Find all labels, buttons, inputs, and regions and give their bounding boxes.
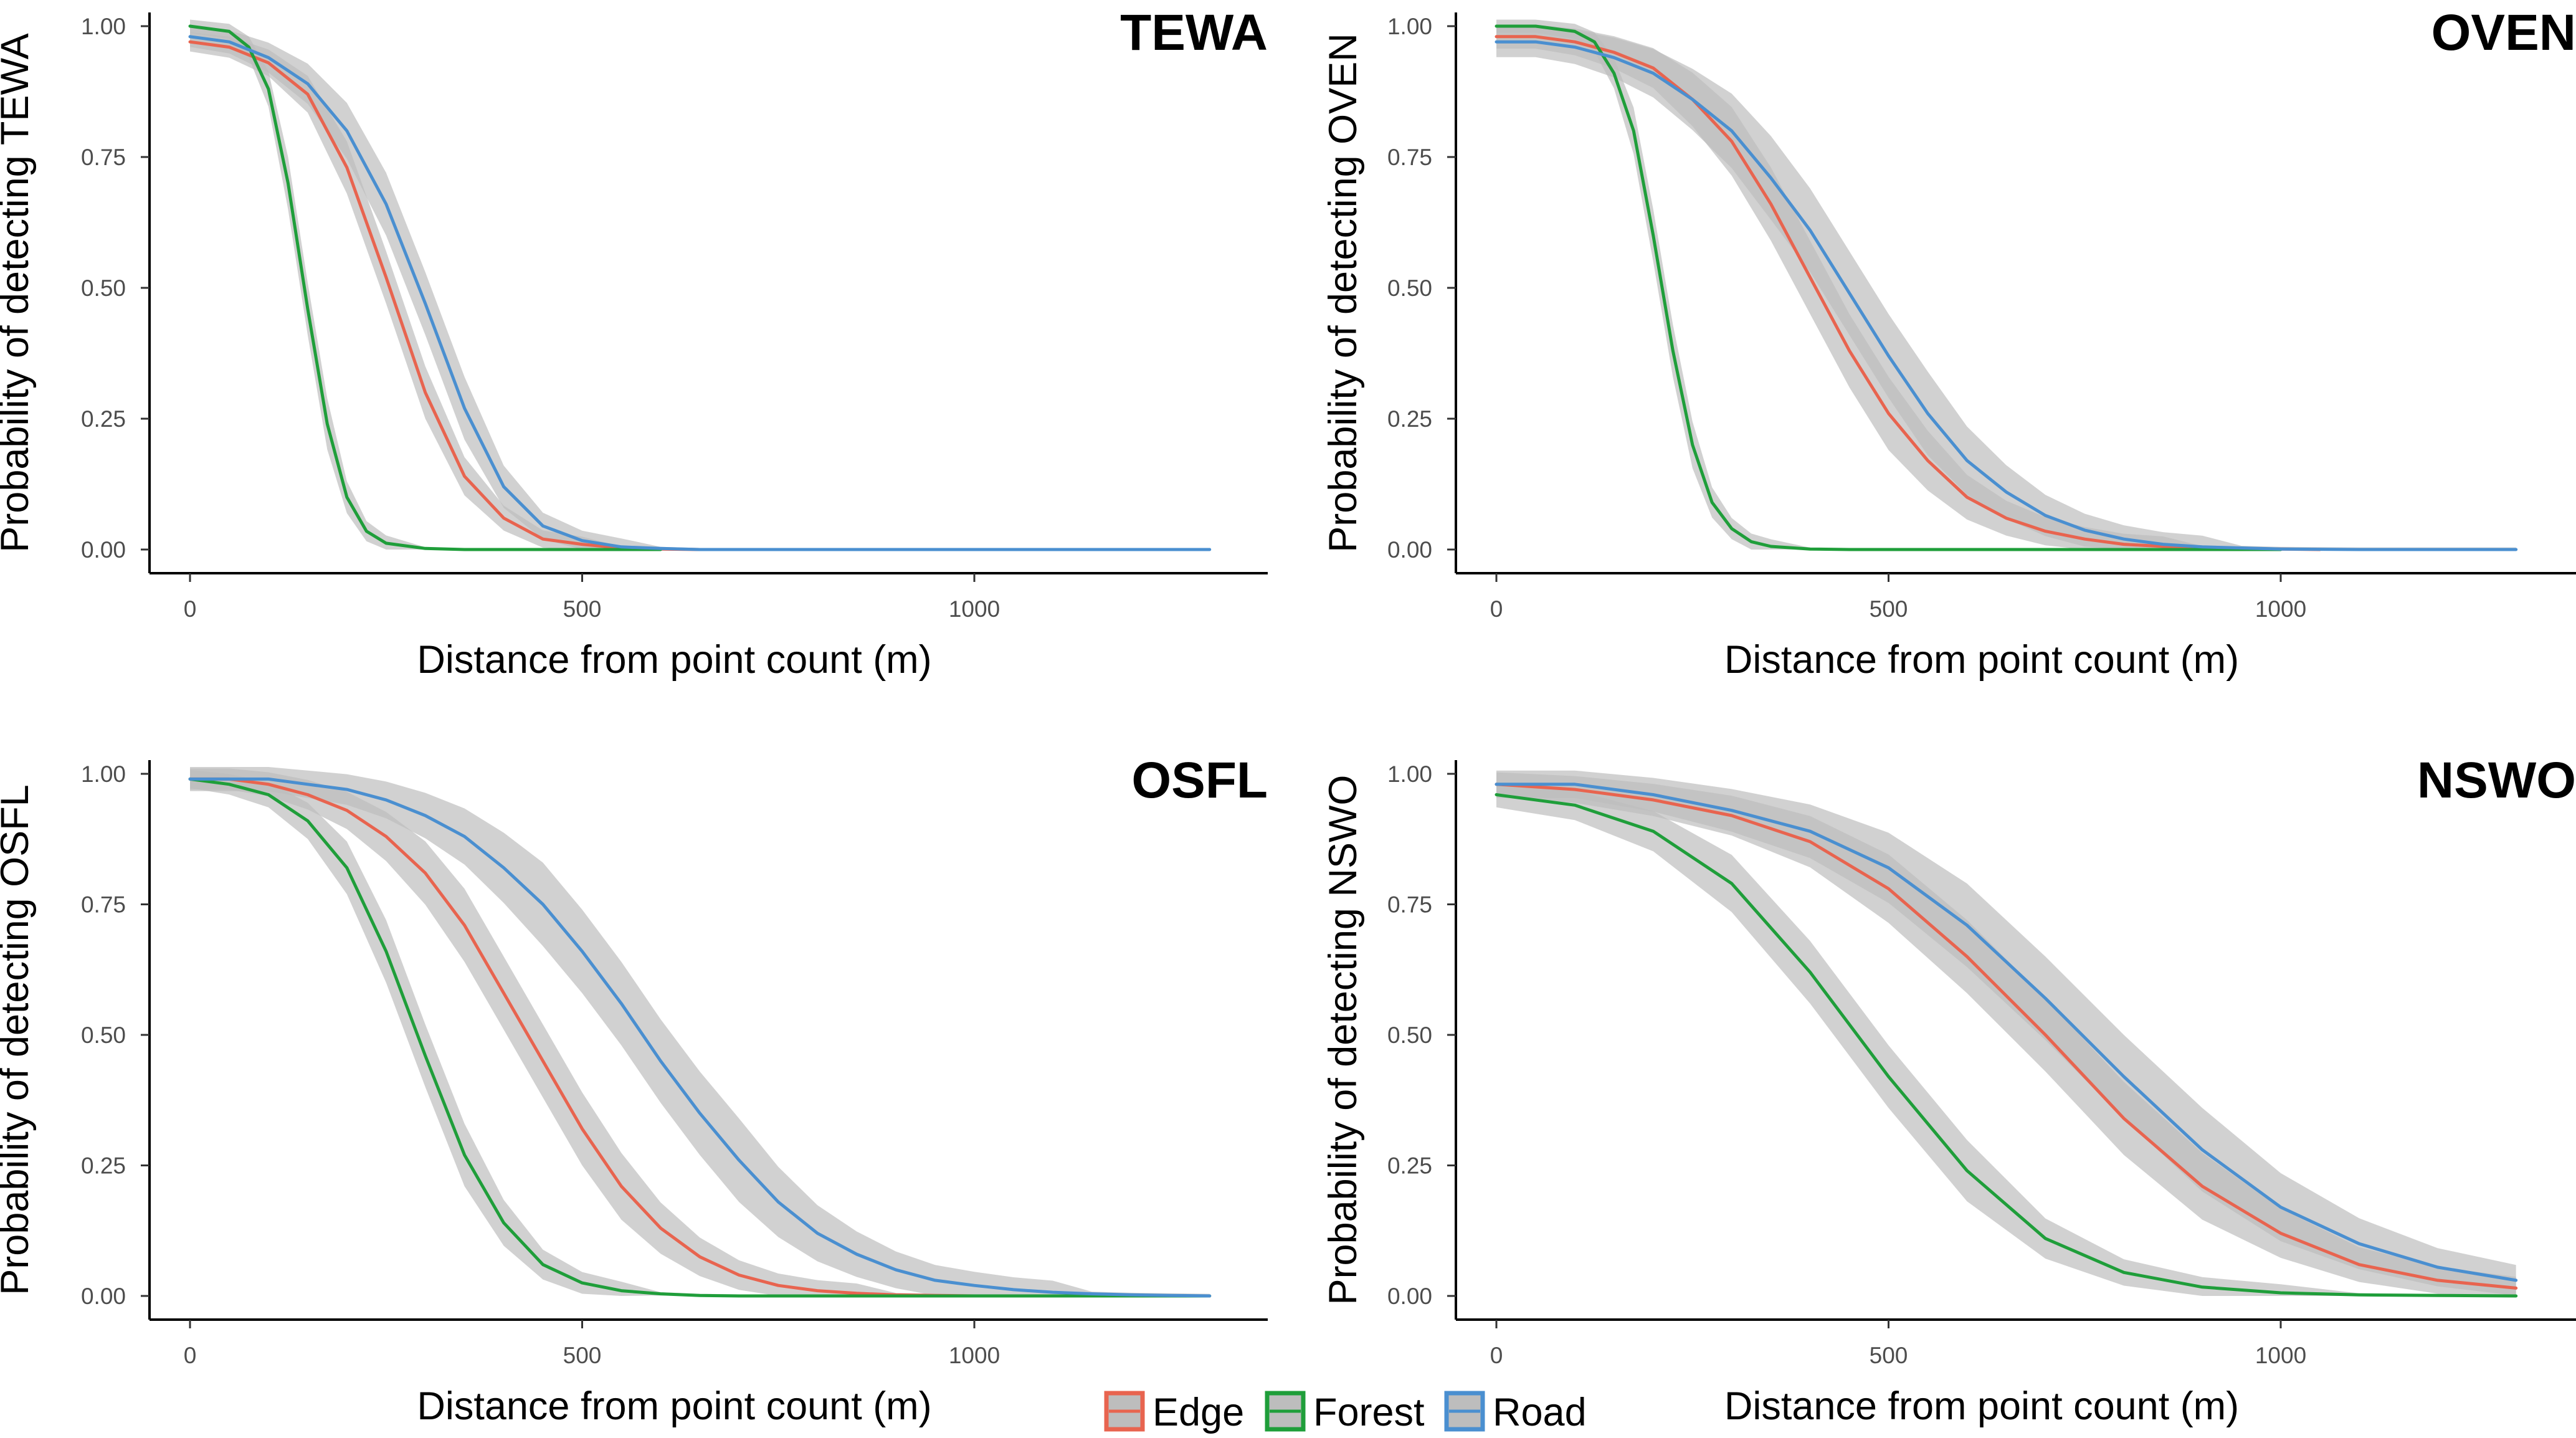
series-line-edge-oven — [1495, 35, 2322, 551]
ci-band-forest-osfl — [190, 769, 1210, 1296]
panel-title-osfl: OSFL — [1131, 752, 1268, 809]
series-line-forest-nswo — [1495, 793, 2518, 1298]
panels: 0.00 0.25 0.50 0.75 1.00 0 500 1000 Distance fro… — [0, 4, 2576, 1428]
panel-osfl: 0.00 0.25 0.50 0.75 1.00 0 500 1000 Distance fro… — [0, 752, 1268, 1428]
legend-item-edge: Edge — [1104, 1391, 1244, 1434]
y-tick-label-oven: 0.50 — [1387, 275, 1432, 301]
legend-item-road: Road — [1444, 1391, 1587, 1434]
y-tick-label-tewa: 1.00 — [81, 14, 126, 39]
y-tick-label-tewa: 0.25 — [81, 406, 126, 432]
x-axis-title-nswo: Distance from point count (m) — [1724, 1384, 2239, 1428]
y-axis-title-nswo: Probability of detecting NSWO — [1321, 775, 1365, 1305]
y-axis-title-oven: Probability of detecting OVEN — [1321, 33, 1365, 552]
panel-tewa: 0.00 0.25 0.50 0.75 1.00 0 500 1000 Distance fro… — [0, 4, 1268, 682]
y-tick-label-oven: 0.25 — [1387, 406, 1432, 432]
series-line-road-osfl — [188, 777, 1212, 1298]
x-tick-label-tewa: 1000 — [949, 596, 1000, 622]
y-axis-title-tewa: Probability of detecting TEWA — [0, 33, 37, 552]
ci-band-road-nswo — [1496, 770, 2516, 1296]
panel-nswo: 0.00 0.25 0.50 0.75 1.00 0 500 1000 Distance fro… — [1321, 752, 2576, 1428]
x-axis-title-oven: Distance from point count (m) — [1724, 638, 2239, 682]
y-tick-label-oven: 0.75 — [1387, 145, 1432, 170]
y-tick-label-osfl: 0.75 — [81, 892, 126, 918]
y-tick-label-osfl: 0.00 — [81, 1283, 126, 1309]
x-tick-label-oven: 1000 — [2255, 596, 2306, 622]
ci-band-road-tewa — [190, 26, 1210, 550]
panel-title-nswo: NSWO — [2417, 752, 2576, 809]
x-tick-label-nswo: 1000 — [2255, 1343, 2306, 1368]
y-tick-label-nswo: 1.00 — [1387, 761, 1432, 787]
x-tick-label-tewa: 500 — [563, 596, 602, 622]
y-tick-label-nswo: 0.25 — [1387, 1153, 1432, 1179]
legend: Edge Forest Road — [1104, 1391, 1587, 1434]
ci-band-road-oven — [1496, 26, 2516, 550]
panel-title-oven: OVEN — [2431, 4, 2576, 61]
series-line-forest-tewa — [188, 24, 662, 551]
y-tick-label-tewa: 0.75 — [81, 145, 126, 170]
x-axis-title-osfl: Distance from point count (m) — [417, 1384, 931, 1428]
ci-band-forest-nswo — [1496, 782, 2516, 1296]
legend-label-road: Road — [1493, 1391, 1587, 1434]
panel-oven: 0.00 0.25 0.50 0.75 1.00 0 500 1000 Distance fro… — [1321, 4, 2576, 682]
y-tick-label-osfl: 0.50 — [81, 1022, 126, 1048]
y-tick-label-oven: 1.00 — [1387, 14, 1432, 39]
y-tick-label-nswo: 0.50 — [1387, 1022, 1432, 1048]
legend-label-edge: Edge — [1153, 1391, 1244, 1434]
series-line-road-tewa — [188, 35, 1212, 551]
y-tick-label-tewa: 0.50 — [81, 275, 126, 301]
y-axis-title-osfl: Probability of detecting OSFL — [0, 784, 37, 1295]
y-tick-label-nswo: 0.75 — [1387, 892, 1432, 918]
series-line-forest-osfl — [188, 777, 1212, 1298]
y-tick-label-osfl: 0.25 — [81, 1153, 126, 1179]
series-line-road-nswo — [1495, 783, 2518, 1282]
x-tick-label-osfl: 0 — [184, 1343, 197, 1368]
x-tick-label-tewa: 0 — [184, 596, 197, 622]
panel-title-tewa: TEWA — [1120, 4, 1268, 61]
x-tick-label-nswo: 0 — [1490, 1343, 1503, 1368]
ci-band-forest-oven — [1496, 19, 2281, 550]
x-tick-label-oven: 500 — [1870, 596, 1908, 622]
x-tick-label-osfl: 500 — [563, 1343, 602, 1368]
ci-band-edge-oven — [1496, 24, 2320, 550]
x-axis-title-tewa: Distance from point count (m) — [417, 638, 931, 682]
ci-band-edge-tewa — [190, 32, 700, 550]
y-tick-label-osfl: 1.00 — [81, 761, 126, 787]
series-line-edge-nswo — [1495, 783, 2518, 1290]
y-tick-label-oven: 0.00 — [1387, 537, 1432, 563]
legend-label-forest: Forest — [1313, 1391, 1425, 1434]
y-tick-label-nswo: 0.00 — [1387, 1283, 1432, 1309]
y-tick-label-tewa: 0.00 — [81, 537, 126, 563]
series-line-edge-tewa — [188, 40, 701, 551]
x-tick-label-nswo: 500 — [1870, 1343, 1908, 1368]
series-line-forest-oven — [1495, 24, 2283, 551]
x-tick-label-oven: 0 — [1490, 596, 1503, 622]
x-tick-label-osfl: 1000 — [949, 1343, 1000, 1368]
legend-item-forest: Forest — [1265, 1391, 1425, 1434]
series-line-road-oven — [1495, 40, 2518, 551]
